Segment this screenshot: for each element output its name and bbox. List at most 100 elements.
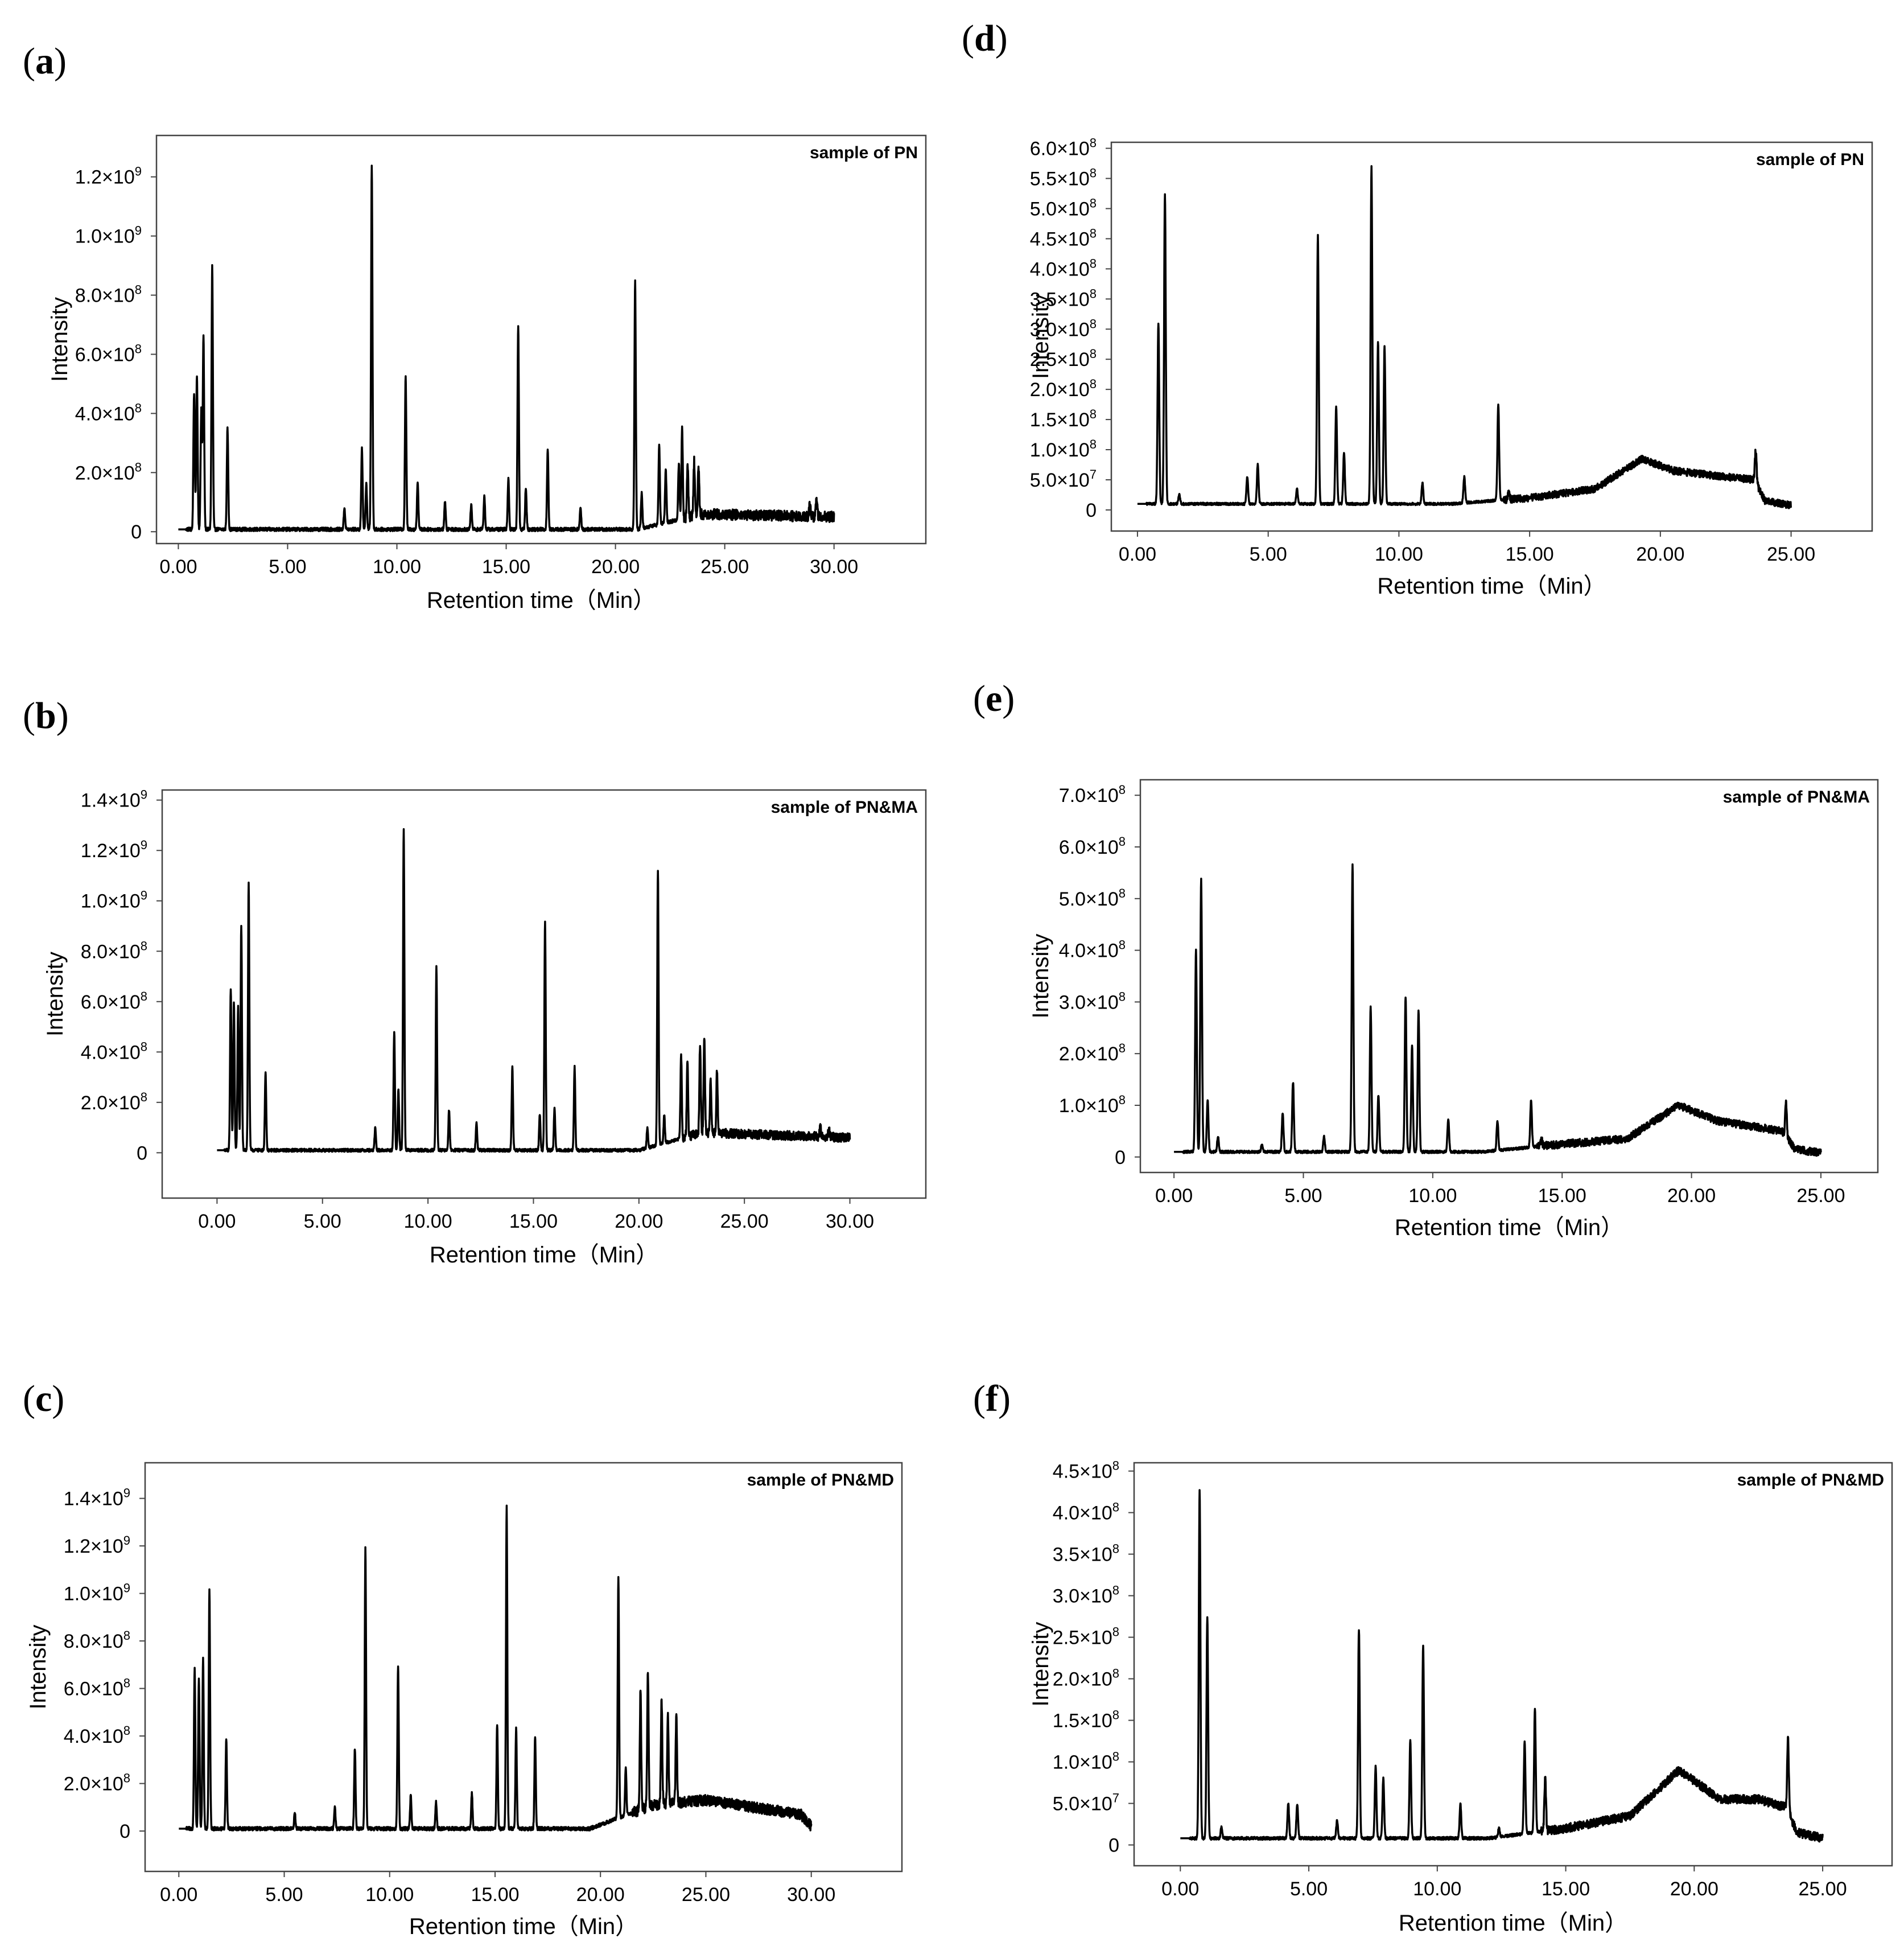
panel-label-e: (e) bbox=[973, 678, 1015, 719]
plot-frame bbox=[1139, 779, 1879, 1174]
y-tick-label: 6.0×108 bbox=[75, 342, 142, 365]
x-tick-label: 0.00 bbox=[160, 1884, 197, 1906]
plot-frame bbox=[144, 1462, 903, 1873]
x-tick-label: 10.00 bbox=[373, 556, 421, 578]
y-tick-label: 6.0×108 bbox=[1059, 834, 1126, 858]
y-tick-label: 6.0×108 bbox=[81, 989, 147, 1013]
y-tick-label: 4.0×108 bbox=[1030, 256, 1097, 280]
x-axis-label: Retention time（Min） bbox=[1377, 574, 1606, 599]
y-tick-label: 2.5×108 bbox=[1030, 347, 1097, 371]
chromatogram-trace bbox=[178, 1504, 813, 1832]
panel-label-f: (f) bbox=[973, 1378, 1011, 1420]
y-axis-label: Intensity bbox=[1028, 1622, 1053, 1707]
x-axis-label: Retention time（Min） bbox=[427, 588, 656, 613]
y-tick-label: 1.0×108 bbox=[1059, 1093, 1126, 1117]
y-tick-label: 0 bbox=[1108, 1835, 1119, 1857]
y-tick-label: 3.5×108 bbox=[1053, 1542, 1119, 1566]
y-tick-label: 8.0×108 bbox=[64, 1628, 130, 1652]
y-tick-label: 1.4×109 bbox=[81, 788, 147, 812]
chart-title: sample of PN&MD bbox=[1737, 1471, 1884, 1490]
x-tick-label: 0.00 bbox=[198, 1211, 236, 1232]
y-tick-label: 3.0×108 bbox=[1059, 989, 1126, 1013]
y-axis-label: Intensity bbox=[1028, 934, 1053, 1019]
x-tick-label: 15.00 bbox=[1506, 544, 1554, 565]
x-tick-label: 5.00 bbox=[304, 1211, 341, 1232]
y-tick-label: 7.0×108 bbox=[1059, 783, 1126, 807]
x-axis-label: Retention time（Min） bbox=[430, 1242, 658, 1268]
y-tick-label: 6.0×108 bbox=[64, 1676, 130, 1700]
panel-label-b: (b) bbox=[23, 695, 69, 737]
x-tick-label: 5.00 bbox=[1290, 1878, 1328, 1900]
y-tick-label: 2.0×108 bbox=[1059, 1041, 1126, 1065]
y-tick-label: 1.5×108 bbox=[1053, 1708, 1119, 1732]
x-tick-label: 25.00 bbox=[720, 1211, 769, 1232]
x-tick-label: 10.00 bbox=[365, 1884, 414, 1906]
x-tick-label: 5.00 bbox=[265, 1884, 303, 1906]
y-axis-label: Intensity bbox=[43, 952, 68, 1036]
y-tick-label: 0 bbox=[1086, 500, 1097, 521]
plot-frame bbox=[155, 134, 927, 545]
plot-frame bbox=[1133, 1462, 1893, 1867]
x-tick-label: 10.00 bbox=[1375, 544, 1423, 565]
x-tick-label: 20.00 bbox=[1670, 1878, 1718, 1900]
chart-title: sample of PN&MA bbox=[771, 798, 918, 817]
y-tick-label: 6.0×108 bbox=[1030, 136, 1097, 160]
chart-title: sample of PN&MD bbox=[747, 1471, 894, 1490]
y-tick-label: 5.0×108 bbox=[1030, 196, 1097, 220]
x-tick-label: 25.00 bbox=[700, 556, 749, 578]
chromatogram-trace bbox=[216, 828, 851, 1153]
y-tick-label: 2.5×108 bbox=[1053, 1625, 1119, 1649]
x-tick-label: 5.00 bbox=[1284, 1185, 1322, 1207]
chromatogram-trace bbox=[178, 164, 835, 532]
y-tick-label: 1.0×109 bbox=[64, 1581, 130, 1605]
chromatogram-trace bbox=[1173, 863, 1822, 1157]
panel-label-c: (c) bbox=[23, 1378, 65, 1420]
y-tick-label: 1.0×109 bbox=[75, 224, 142, 248]
y-tick-label: 1.0×109 bbox=[81, 888, 147, 912]
y-axis-label: Intensity bbox=[47, 297, 72, 382]
x-tick-label: 25.00 bbox=[682, 1884, 730, 1906]
y-tick-label: 4.5×108 bbox=[1053, 1459, 1119, 1483]
x-tick-label: 15.00 bbox=[1538, 1185, 1586, 1207]
y-tick-label: 2.0×108 bbox=[1030, 377, 1097, 401]
x-tick-label: 25.00 bbox=[1796, 1185, 1845, 1207]
y-tick-label: 3.0×108 bbox=[1030, 316, 1097, 340]
y-tick-label: 1.4×109 bbox=[64, 1486, 130, 1510]
y-tick-label: 8.0×108 bbox=[75, 283, 142, 307]
y-tick-label: 2.0×108 bbox=[64, 1771, 130, 1795]
x-tick-label: 30.00 bbox=[826, 1211, 874, 1232]
y-tick-label: 1.2×109 bbox=[75, 164, 142, 188]
y-tick-label: 0 bbox=[137, 1142, 147, 1164]
x-tick-label: 25.00 bbox=[1767, 544, 1815, 565]
y-tick-label: 5.5×108 bbox=[1030, 166, 1097, 190]
x-tick-label: 15.00 bbox=[509, 1211, 558, 1232]
y-tick-label: 1.0×108 bbox=[1053, 1750, 1119, 1774]
y-tick-label: 1.2×109 bbox=[81, 838, 147, 862]
x-tick-label: 20.00 bbox=[576, 1884, 625, 1906]
x-tick-label: 15.00 bbox=[471, 1884, 519, 1906]
plot-frame bbox=[1110, 141, 1873, 532]
x-tick-label: 0.00 bbox=[1161, 1878, 1199, 1900]
y-tick-label: 1.5×108 bbox=[1030, 407, 1097, 431]
x-tick-label: 10.00 bbox=[1413, 1878, 1461, 1900]
y-tick-label: 2.0×108 bbox=[75, 460, 142, 484]
y-tick-label: 5.0×107 bbox=[1030, 467, 1097, 491]
y-tick-label: 1.2×109 bbox=[64, 1533, 130, 1557]
plot-frame bbox=[161, 789, 927, 1199]
x-tick-label: 5.00 bbox=[1250, 544, 1287, 565]
x-tick-label: 30.00 bbox=[787, 1884, 835, 1906]
x-tick-label: 0.00 bbox=[1155, 1185, 1193, 1207]
y-tick-label: 0 bbox=[119, 1821, 130, 1842]
y-tick-label: 5.0×108 bbox=[1059, 886, 1126, 910]
y-axis-label: Intensity bbox=[26, 1625, 51, 1710]
x-tick-label: 10.00 bbox=[404, 1211, 452, 1232]
x-tick-label: 20.00 bbox=[615, 1211, 663, 1232]
y-tick-label: 4.0×108 bbox=[1059, 938, 1126, 962]
x-tick-label: 25.00 bbox=[1799, 1878, 1847, 1900]
x-axis-label: Retention time（Min） bbox=[409, 1914, 638, 1939]
panel-label-d: (d) bbox=[962, 18, 1008, 59]
